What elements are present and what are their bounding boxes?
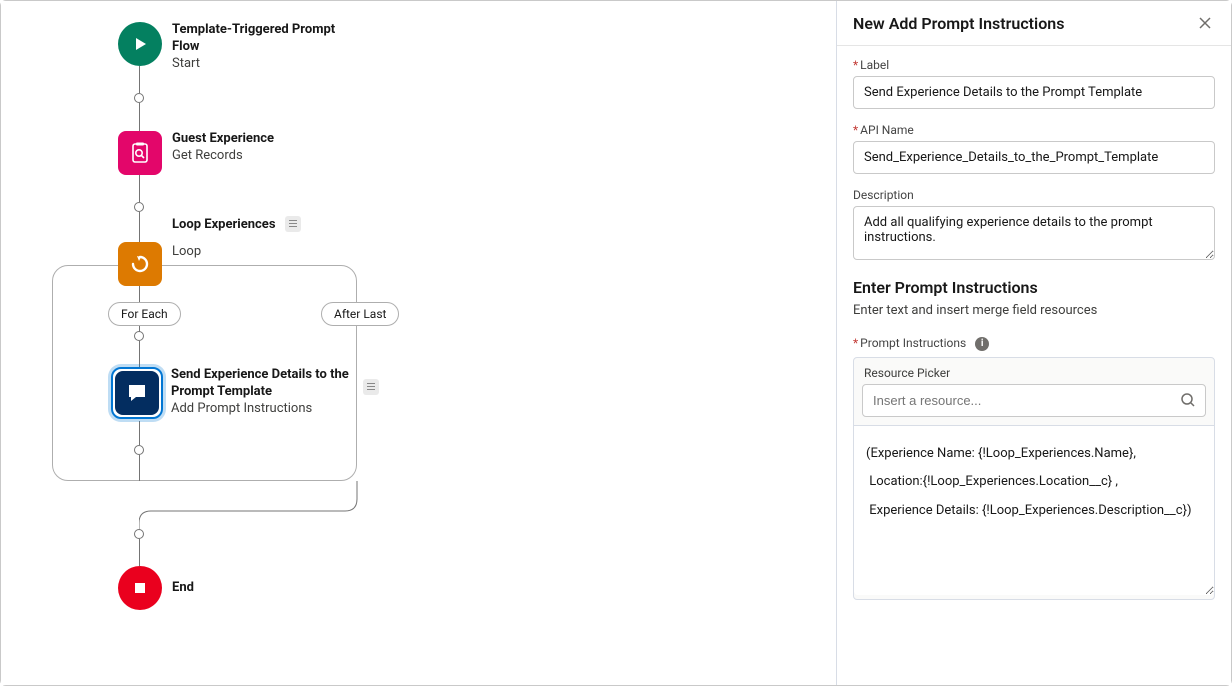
node-title: Loop Experiences bbox=[172, 217, 276, 232]
connector bbox=[139, 455, 140, 481]
resource-picker-input[interactable] bbox=[862, 384, 1206, 417]
search-icon bbox=[1180, 392, 1196, 412]
connector bbox=[139, 481, 369, 566]
connector-dot[interactable] bbox=[134, 331, 144, 341]
flow-canvas[interactable]: For Each After Last Template-Triggered P… bbox=[1, 1, 836, 685]
connector bbox=[139, 212, 140, 242]
description-label: Description bbox=[853, 188, 1215, 202]
properties-panel: New Add Prompt Instructions *Label *API … bbox=[836, 1, 1231, 685]
panel-title: New Add Prompt Instructions bbox=[853, 14, 1064, 33]
description-icon bbox=[363, 379, 379, 395]
label-field-label: *Label bbox=[853, 58, 1215, 72]
description-icon bbox=[285, 216, 301, 232]
label-input[interactable] bbox=[853, 76, 1215, 109]
section-title: Enter Prompt Instructions bbox=[853, 278, 1215, 297]
add-prompt-node[interactable]: Send Experience Details to the Prompt Te… bbox=[111, 367, 361, 419]
get-records-node[interactable]: Guest Experience Get Records bbox=[118, 131, 274, 175]
connector bbox=[139, 103, 140, 131]
node-title: Guest Experience bbox=[172, 131, 274, 148]
node-sub: Loop bbox=[172, 244, 301, 261]
loop-node[interactable] bbox=[118, 242, 162, 286]
prompt-instructions-label: *Prompt Instructions i bbox=[853, 336, 1215, 351]
node-sub: Add Prompt Instructions bbox=[171, 401, 361, 418]
close-button[interactable] bbox=[1195, 13, 1215, 33]
section-sub: Enter text and insert merge field resour… bbox=[853, 303, 1215, 318]
connector bbox=[139, 341, 140, 369]
for-each-pill: For Each bbox=[108, 302, 181, 326]
description-textarea[interactable] bbox=[853, 206, 1215, 260]
prompt-instructions-textarea[interactable] bbox=[854, 425, 1214, 595]
resource-picker-label: Resource Picker bbox=[854, 358, 1214, 384]
api-name-input[interactable] bbox=[853, 141, 1215, 174]
api-name-label: *API Name bbox=[853, 123, 1215, 137]
node-sub: Get Records bbox=[172, 148, 274, 165]
end-node[interactable]: End bbox=[118, 566, 194, 610]
resource-picker: Resource Picker bbox=[853, 357, 1215, 600]
connector-dot[interactable] bbox=[134, 93, 144, 103]
connector-dot[interactable] bbox=[134, 529, 144, 539]
node-title: Send Experience Details to the Prompt Te… bbox=[171, 367, 361, 401]
connector-dot[interactable] bbox=[134, 202, 144, 212]
node-title: Template-Triggered Prompt Flow bbox=[172, 22, 362, 56]
connector bbox=[139, 421, 140, 445]
connector-dot[interactable] bbox=[134, 445, 144, 455]
node-sub: Start bbox=[172, 56, 362, 73]
start-node[interactable]: Template-Triggered Prompt Flow Start bbox=[118, 22, 362, 73]
after-last-pill: After Last bbox=[321, 302, 399, 326]
node-title: End bbox=[172, 580, 194, 597]
connector bbox=[139, 539, 140, 566]
info-icon[interactable]: i bbox=[975, 337, 989, 351]
connector bbox=[139, 175, 140, 202]
